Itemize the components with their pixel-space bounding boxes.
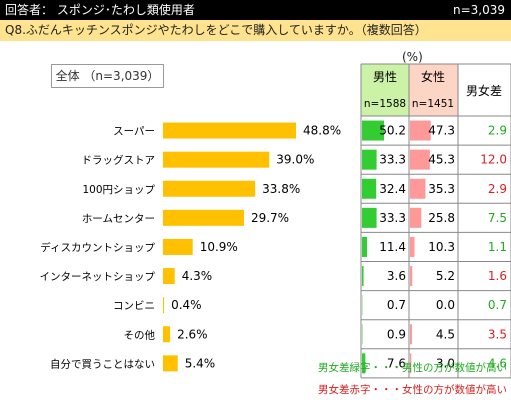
diff-value: 12.0: [480, 153, 507, 167]
female-value: 10.3: [428, 240, 455, 254]
bar-value-label: 39.0%: [276, 153, 314, 167]
bar-value-label: 10.9%: [200, 240, 238, 254]
male-value: 3.6: [387, 269, 406, 283]
female-value: 35.3: [428, 182, 455, 196]
total-label: 全体 （n=3,039）: [51, 64, 164, 88]
male-value: 0.9: [387, 327, 406, 341]
bar-value-label: 5.4%: [185, 356, 216, 370]
category-label: コンビニ: [113, 300, 155, 312]
diff-value: 4.6: [488, 356, 507, 370]
diff-value: 1.6: [488, 269, 507, 283]
male-value: 7.6: [387, 356, 406, 370]
category-label: その他: [124, 328, 156, 341]
diff-value: 0.7: [488, 298, 507, 312]
female-value: 5.2: [436, 269, 455, 283]
category-label: 自分で買うことはない: [50, 357, 155, 370]
bar: [163, 122, 296, 139]
bar: [163, 238, 193, 255]
bar: [163, 268, 175, 285]
male-value: 0.7: [387, 298, 406, 312]
bar-value-label: 48.8%: [303, 124, 341, 138]
male-value: 11.4: [379, 240, 406, 254]
female-value: 4.5: [436, 327, 455, 341]
female-bar: [410, 149, 430, 170]
bar: [163, 151, 270, 168]
category-label: ディスカウントショップ: [40, 241, 155, 254]
female-value: 3.0: [436, 356, 455, 370]
category-label: スーパー: [113, 126, 155, 138]
bar-value-label: 4.3%: [182, 269, 213, 283]
female-value: 45.3: [428, 153, 455, 167]
female-bar: [410, 207, 422, 228]
male-bar: [362, 353, 366, 374]
legend-green: 男女差緑字・・・男性の方が数値が高い: [318, 361, 507, 374]
male-value: 32.4: [379, 182, 406, 196]
female-bar: [410, 178, 426, 199]
male-value: 33.3: [379, 153, 406, 167]
bar-value-label: 29.7%: [251, 211, 289, 225]
female-bar: [410, 236, 415, 257]
bar: [163, 326, 171, 343]
bar-value-label: 2.6%: [177, 327, 208, 341]
category-label: インターネットショップ: [40, 271, 156, 283]
female-bar: [410, 266, 413, 287]
male-bar: [362, 178, 377, 199]
female-value: 0.0: [436, 298, 455, 312]
category-label: ホームセンター: [82, 213, 155, 225]
diff-value: 2.9: [488, 124, 507, 138]
legend-red: 男女差赤字・・・女性の方が数値が高い: [318, 383, 507, 396]
female-n-label: n=1451: [412, 98, 454, 110]
male-n-label: n=1588: [364, 98, 406, 110]
category-label: ドラッグストア: [82, 154, 156, 167]
diff-value: 1.1: [488, 240, 507, 254]
header-bar: 回答者： スポンジ･たわし類使用者 n=3,039: [0, 0, 511, 20]
male-bar: [362, 120, 384, 141]
bar: [163, 180, 256, 197]
unit-label: (%): [402, 50, 423, 64]
male-bar: [362, 207, 377, 228]
female-bar: [410, 353, 412, 374]
bar-value-label: 0.4%: [171, 298, 202, 312]
diff-value: 7.5: [488, 211, 507, 225]
male-header-bg: [361, 64, 409, 116]
header-sample-size: n=3,039: [452, 3, 505, 17]
female-value: 47.3: [428, 124, 455, 138]
female-value: 25.8: [428, 211, 455, 225]
male-bar: [362, 149, 377, 170]
male-bar: [362, 236, 367, 257]
bar: [163, 209, 244, 226]
male-bar: [362, 266, 364, 287]
female-header-label: 女性: [421, 69, 445, 84]
header-title: 回答者： スポンジ･たわし類使用者: [5, 3, 195, 17]
bar-value-label: 33.8%: [262, 182, 300, 196]
male-header-label: 男性: [373, 70, 397, 84]
diff-value: 2.9: [488, 182, 507, 196]
category-label: 100円ショップ: [82, 184, 155, 196]
male-value: 33.3: [379, 211, 406, 225]
diff-value: 3.5: [488, 327, 507, 341]
bar: [163, 355, 178, 372]
female-bar: [410, 120, 431, 141]
male-value: 50.2: [379, 124, 406, 138]
question-bar: Q8.ふだんキッチンスポンジやたわしをどこで購入していますか。（複数回答）: [0, 20, 511, 41]
female-header-bg: [409, 64, 458, 116]
diff-header-label: 男女差: [466, 83, 502, 98]
bar: [163, 297, 165, 314]
question-text: Q8.ふだんキッチンスポンジやたわしをどこで購入していますか。（複数回答）: [5, 23, 427, 37]
female-bar: [410, 324, 412, 345]
